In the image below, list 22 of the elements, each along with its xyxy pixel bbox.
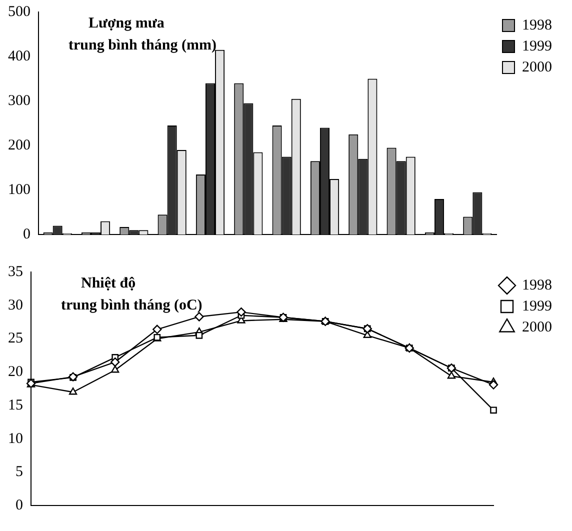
legend-label: 1999 <box>522 298 552 314</box>
y-tick-label: 20 <box>8 364 23 380</box>
y-tick-label: 100 <box>8 182 30 198</box>
legend-label: 2000 <box>522 59 552 76</box>
y-tick-label: 25 <box>8 330 23 347</box>
legend-label: 2000 <box>522 319 552 336</box>
y-tick-label: 35 <box>8 264 23 280</box>
text: Nhiệt độ trung bình tháng (oC) <box>61 275 202 314</box>
y-tick-label: 500 <box>8 4 30 20</box>
legend-label: 1999 <box>522 38 552 54</box>
legend-label: 1998 <box>522 277 552 294</box>
y-tick-label: 300 <box>8 92 30 109</box>
y-tick-label: 400 <box>8 48 30 64</box>
y-tick-label: 0 <box>16 498 23 514</box>
y-tick-label: 5 <box>16 464 23 480</box>
text: Lượng mưa trung bình tháng (mm) <box>68 15 216 54</box>
legend-label: 1998 <box>522 17 552 34</box>
y-tick-label: 30 <box>8 297 23 314</box>
y-tick-label: 0 <box>23 226 30 243</box>
y-tick-label: 200 <box>8 137 30 154</box>
y-tick-label: 10 <box>8 430 23 447</box>
y-tick-label: 15 <box>8 397 23 414</box>
